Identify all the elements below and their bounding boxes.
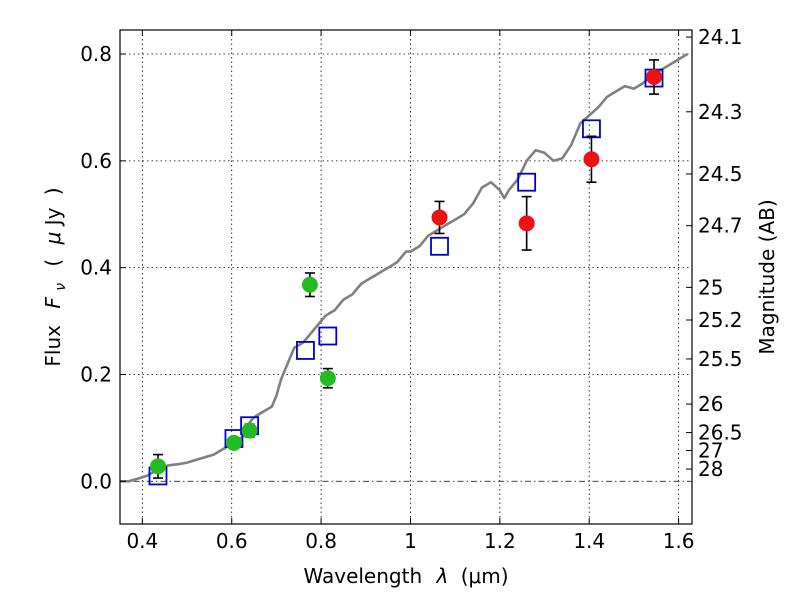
mag-tick-label: 24.3 [698, 100, 743, 124]
x-tick-label: 1 [404, 529, 417, 553]
observed-data-point [149, 458, 166, 475]
x-tick-label: 0.4 [126, 529, 158, 553]
model-spectrum [120, 52, 689, 483]
x-axis-label: Wavelength λ (μm) [303, 564, 508, 588]
model-photometry-square [318, 326, 338, 346]
y-tick-label: 0.0 [80, 469, 112, 493]
mag-tick-label: 25.2 [698, 308, 743, 332]
model-spectrum-line [120, 52, 689, 483]
mag-tick-label: 24.5 [698, 162, 743, 186]
x-tick-label: 1.2 [484, 529, 516, 553]
y-axis-label-paren-open: ( [41, 259, 65, 267]
mag-tick-label: 26 [698, 392, 723, 416]
data-series [148, 59, 664, 486]
observed-data-point [241, 422, 258, 439]
model-photometry-square [296, 341, 315, 360]
mag-tick-label: 25.5 [698, 347, 743, 371]
y-axis-label-unit: Jy [41, 207, 65, 227]
y-tick-label: 0.6 [80, 149, 112, 173]
mag-tick-label: 24.1 [698, 25, 743, 49]
y-tick-label: 0.4 [80, 256, 112, 280]
y-axis-label-mu: μ [41, 232, 65, 246]
model-photometry-square [430, 236, 449, 256]
right-axis-label: Magnitude (AB) [755, 199, 779, 354]
observed-data-point [518, 215, 535, 232]
grid [120, 30, 692, 524]
model-photometry-square [517, 172, 537, 192]
observed-data-point [431, 209, 448, 226]
x-tick-label: 0.8 [305, 529, 337, 553]
mag-tick-label: 27 [698, 439, 723, 463]
observed-data-point [319, 370, 336, 387]
observed-data-point [301, 276, 318, 293]
mag-tick-label: 28 [698, 457, 723, 481]
x-tick-label: 1.4 [573, 529, 605, 553]
observed-data-point [225, 434, 242, 451]
observed-data-point [583, 151, 600, 168]
mag-tick-label: 24.7 [698, 214, 743, 238]
y-axis-label-subscript: ν [53, 283, 69, 291]
x-axis-label-unit: (μm) [461, 564, 509, 588]
x-tick-label: 0.6 [216, 529, 248, 553]
y-axis-label-symbol: F [41, 297, 65, 309]
model-photometry-square [582, 119, 601, 139]
y-tick-label: 0.8 [80, 42, 112, 66]
x-axis-label-text: Wavelength [303, 564, 422, 588]
y-axis-label-paren-close: ) [41, 187, 65, 195]
y-tick-label: 0.2 [80, 362, 112, 386]
axis-ticks: 0.4 0.6 0.8 1 1.2 1.4 1.6 0.0 0.2 0.4 0.6 0.8 24.1 24… [80, 25, 742, 553]
observed-data-point [646, 68, 663, 85]
x-axis-label-symbol: λ [436, 564, 449, 588]
plot-frame [119, 29, 693, 525]
y-axis-label: Flux F ν ( μ Jy ) [41, 187, 70, 366]
y-axis-label-text: Flux [41, 325, 65, 367]
mag-tick-label: 26.5 [698, 421, 743, 445]
mag-tick-label: 25 [698, 275, 723, 299]
x-tick-label: 1.6 [663, 529, 695, 553]
